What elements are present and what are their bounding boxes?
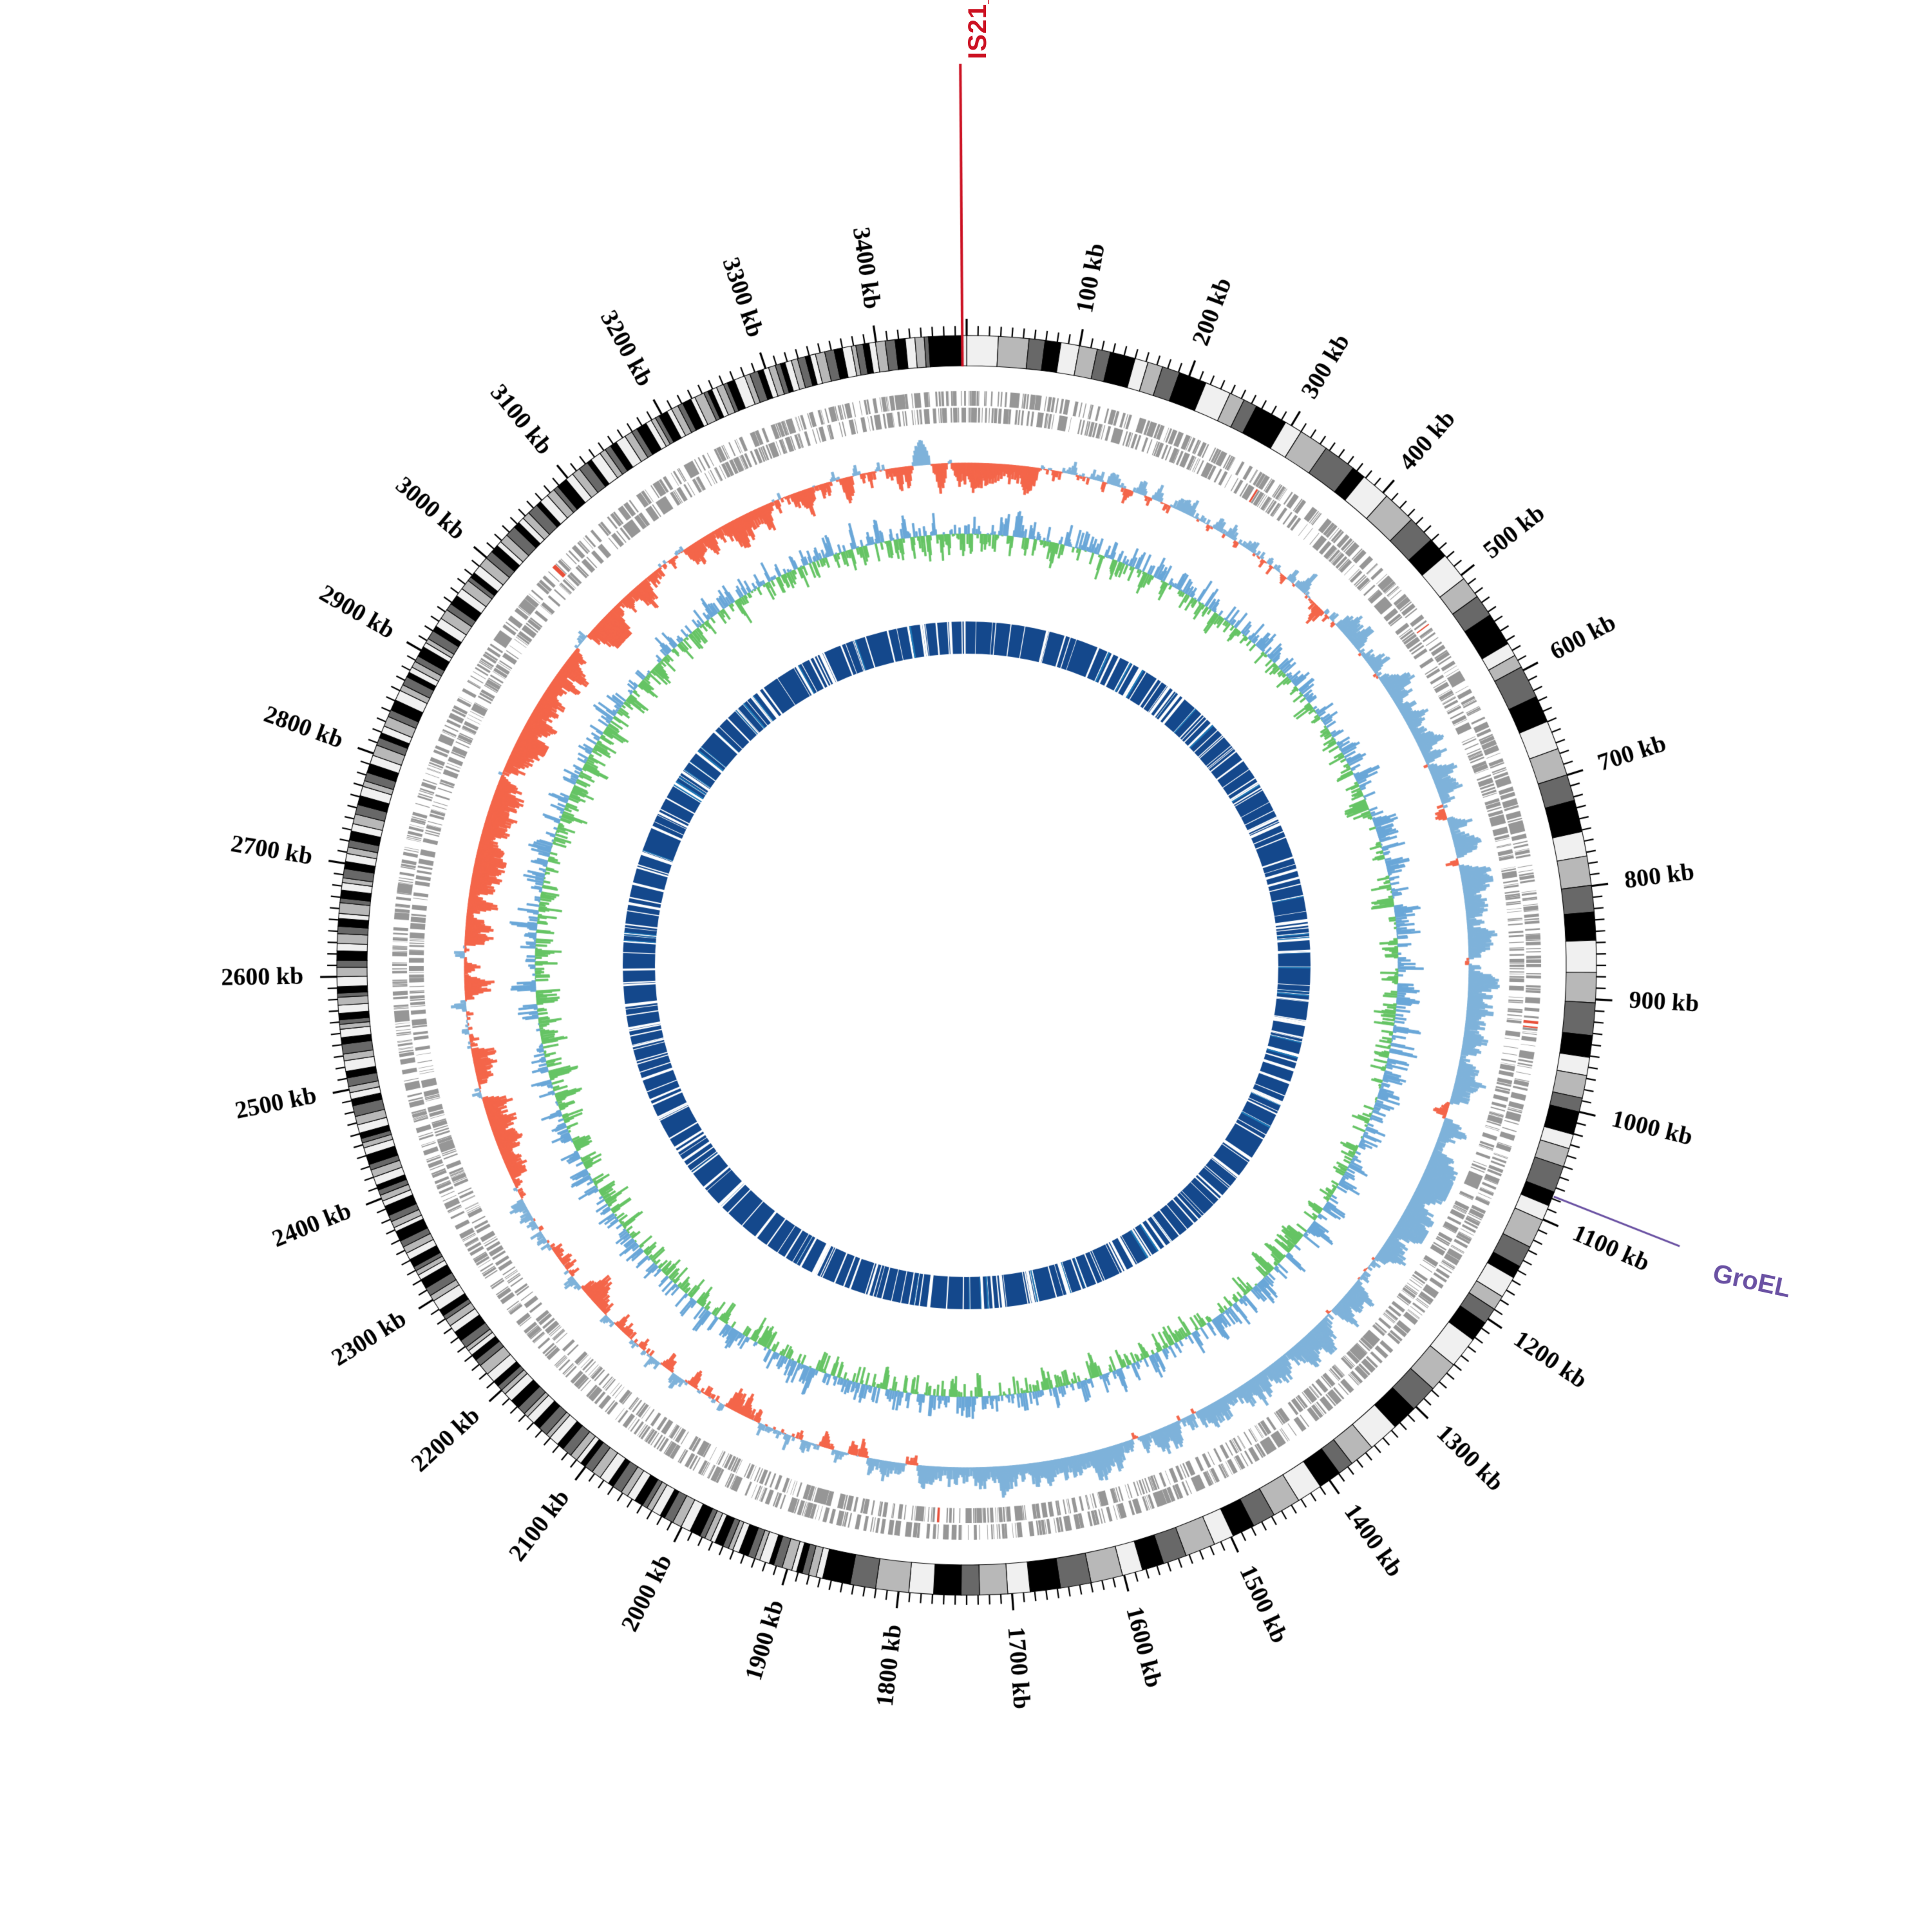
circular-genome-canvas[interactable]: [0, 0, 1932, 1932]
genome-map-figure: IS21_259 GroEL: [0, 0, 1932, 1932]
